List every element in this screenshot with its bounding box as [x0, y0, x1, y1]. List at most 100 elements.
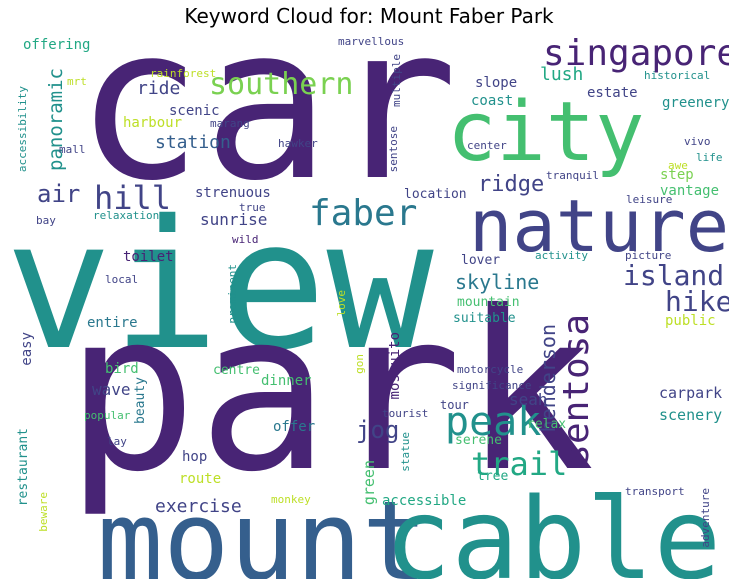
word-statue: statue — [399, 432, 412, 472]
word-awe: awe — [668, 159, 688, 172]
word-adventure: adventure — [699, 488, 712, 548]
word-island: island — [623, 259, 725, 292]
word-relax: relax — [527, 417, 567, 432]
word-southern: southern — [209, 67, 354, 102]
word-beware: beware — [37, 492, 50, 532]
word-local: local — [105, 273, 139, 286]
word-accessible: accessible — [382, 493, 467, 509]
word-picture: picture — [625, 249, 672, 262]
word-sentose: sentose — [387, 126, 400, 173]
word-nature: nature — [469, 184, 729, 268]
word-prominent: prominent — [226, 264, 239, 324]
word-slope: slope — [475, 75, 518, 91]
word-monkey: monkey — [271, 493, 311, 506]
word-wild: wild — [232, 233, 259, 246]
word-greenery: greenery — [662, 95, 729, 111]
word-peak: peak — [445, 399, 542, 445]
word-step: step — [660, 167, 694, 183]
word-easy: easy — [19, 332, 35, 366]
word-tree: tree — [477, 469, 509, 484]
word-toilet: toilet — [123, 249, 174, 265]
word-lush: lush — [540, 64, 584, 85]
word-station: station — [155, 132, 231, 153]
word-mount: mount — [97, 477, 429, 579]
word-serene: serene — [455, 433, 502, 448]
word-tranquil: tranquil — [546, 169, 599, 182]
word-activity: activity — [535, 249, 588, 262]
word-sentosa: sentosa — [556, 314, 597, 466]
word-center: center — [467, 139, 507, 152]
word-rainforest: rainforest — [150, 67, 217, 80]
word-cable: cable — [384, 475, 722, 579]
word-leisure: leisure — [626, 193, 673, 206]
word-centre: centre — [213, 363, 260, 378]
word-route: route — [179, 471, 222, 487]
word-seah: seah — [509, 390, 548, 409]
word-vantage: vantage — [660, 183, 720, 199]
word-marvellous: marvellous — [338, 35, 405, 48]
word-public: public — [665, 313, 716, 329]
word-multiple: multiple — [390, 54, 403, 107]
word-lay: lay — [107, 435, 127, 448]
word-hike: hike — [665, 285, 729, 318]
word-love: love — [335, 290, 348, 317]
word-marang: marang — [210, 117, 250, 130]
word-scenery: scenery — [659, 406, 723, 424]
word-exercise: exercise — [155, 496, 242, 517]
word-carpark: carpark — [659, 384, 723, 402]
word-skyline: skyline — [455, 270, 540, 294]
word-life: life — [696, 151, 723, 164]
word-park: park — [65, 264, 595, 520]
word-car: car — [75, 32, 458, 227]
word-wave: wave — [92, 380, 131, 399]
word-cloud: car view park mount cable city nature si… — [9, 32, 729, 579]
word-suitable: suitable — [453, 311, 516, 326]
word-view: view — [9, 182, 434, 389]
word-sunrise: sunrise — [200, 210, 268, 229]
word-lover: lover — [461, 253, 501, 268]
word-vivo: vivo — [684, 135, 711, 148]
word-strenuous: strenuous — [195, 185, 271, 201]
word-relaxation: relaxation — [93, 209, 160, 222]
word-popular: popular — [84, 409, 131, 422]
word-ridge: ridge — [478, 172, 545, 197]
word-significance: significance — [452, 379, 532, 392]
word-beauty: beauty — [133, 377, 148, 424]
word-hill: hill — [94, 179, 172, 217]
word-estate: estate — [587, 85, 638, 101]
word-city: city — [447, 85, 645, 180]
word-coast: coast — [471, 93, 514, 109]
word-green: green — [360, 460, 378, 506]
word-harbour: harbour — [123, 115, 183, 131]
word-accessibility: accessibility — [16, 86, 29, 173]
chart-title: Keyword Cloud for: Mount Faber Park — [184, 4, 554, 28]
word-faber: faber — [309, 193, 418, 234]
word-offering: offering — [23, 37, 91, 53]
word-location: location — [404, 187, 467, 202]
word-restaurant: restaurant — [16, 428, 31, 507]
word-transport: transport — [625, 485, 685, 498]
word-trail: trail — [471, 445, 568, 483]
word-gon: gon — [353, 354, 366, 374]
word-mosquito: mosquito — [387, 332, 403, 400]
word-mrt: mrt — [67, 75, 87, 88]
word-hop: hop — [182, 449, 208, 465]
word-dinner: dinner — [261, 373, 312, 389]
word-mall: mall — [59, 143, 86, 156]
word-bird: bird — [105, 361, 139, 377]
word-jog: jog — [356, 416, 400, 444]
word-air: air — [37, 180, 81, 208]
word-singapore: singapore — [543, 33, 729, 74]
word-tour: tour — [440, 398, 469, 412]
word-scenic: scenic — [169, 103, 220, 119]
word-true: true — [239, 201, 266, 214]
word-ride: ride — [137, 78, 181, 99]
word-hawker: hawker — [278, 137, 318, 150]
word-motorcycle: motorcycle — [457, 363, 524, 376]
word-entire: entire — [87, 315, 138, 331]
word-offer: offer — [273, 419, 316, 435]
word-bay: bay — [36, 214, 56, 227]
word-mountain: mountain — [457, 295, 520, 310]
word-historical: historical — [644, 69, 711, 82]
word-tourist: tourist — [382, 407, 429, 420]
